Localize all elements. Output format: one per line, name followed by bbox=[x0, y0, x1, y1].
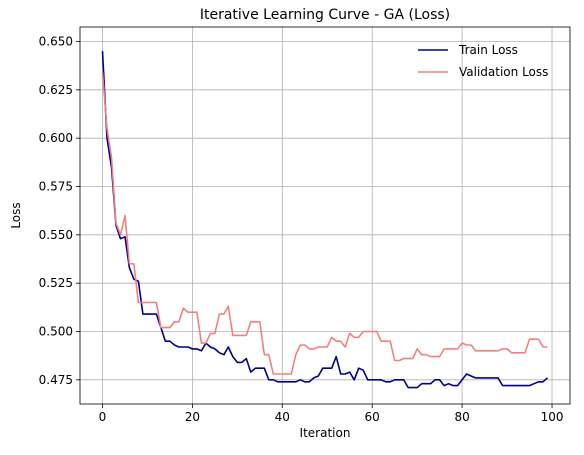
x-axis-label: Iteration bbox=[300, 426, 351, 440]
x-tick-label: 20 bbox=[185, 410, 200, 424]
series-line-train-loss bbox=[101, 51, 549, 389]
x-tick-label: 40 bbox=[275, 410, 290, 424]
legend-label-validation-loss: Validation Loss bbox=[459, 65, 548, 79]
y-tick-label: 0.475 bbox=[39, 373, 73, 387]
y-tick-label: 0.525 bbox=[39, 276, 73, 290]
y-tick-label: 0.550 bbox=[39, 228, 73, 242]
x-tick-label: 0 bbox=[99, 410, 107, 424]
y-tick-label: 0.500 bbox=[39, 325, 73, 339]
y-tick-label: 0.625 bbox=[39, 83, 73, 97]
chart-title: Iterative Learning Curve - GA (Loss) bbox=[200, 7, 450, 23]
axis-ticks: 0 20 40 60 80 100 0.475 0.500 0.525 0.550 0.575 0.6… bbox=[39, 35, 564, 425]
x-tick-label: 60 bbox=[365, 410, 380, 424]
y-axis-label: Loss bbox=[9, 202, 23, 228]
y-tick-label: 0.600 bbox=[39, 131, 73, 145]
legend-label-train-loss: Train Loss bbox=[458, 43, 518, 57]
x-tick-label: 100 bbox=[541, 410, 564, 424]
series-lines bbox=[101, 51, 549, 389]
series-line-validation-loss bbox=[101, 72, 548, 375]
legend: Train Loss Validation Loss bbox=[418, 43, 548, 79]
x-tick-label: 80 bbox=[454, 410, 469, 424]
plot-area-frame bbox=[79, 26, 571, 405]
y-tick-label: 0.650 bbox=[39, 35, 73, 49]
y-tick-label: 0.575 bbox=[39, 180, 73, 194]
